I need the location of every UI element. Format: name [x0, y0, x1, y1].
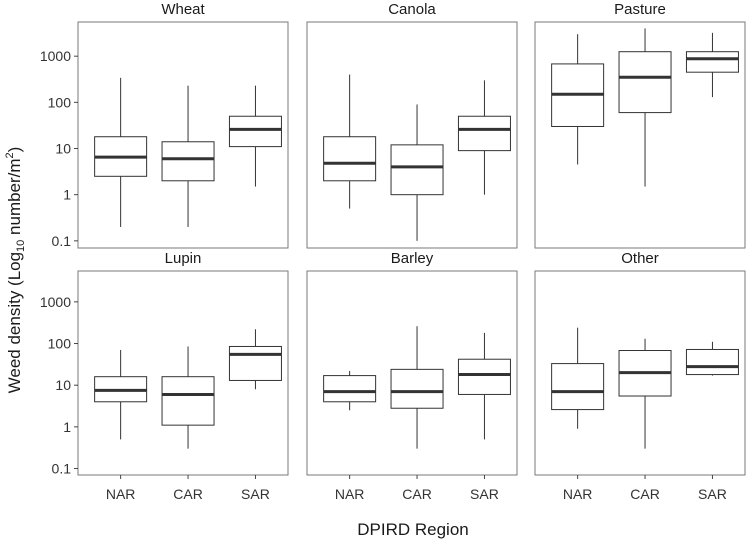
panel-title: Pasture — [614, 1, 666, 18]
panel-frame — [77, 270, 289, 476]
x-tick-label-nar: NAR — [563, 486, 593, 502]
y-tick-label: 10 — [55, 377, 71, 393]
box-nar — [551, 327, 605, 429]
y-axis-title-part-1: Weed density (Log — [5, 252, 24, 393]
x-tick-label-sar: SAR — [241, 486, 270, 502]
panel-pasture: Pasture — [534, 1, 746, 249]
box-car — [161, 346, 215, 449]
iqr-box — [457, 358, 511, 395]
y-axis-title-part-2: number/m — [5, 158, 24, 239]
box-nar — [94, 77, 148, 227]
x-axis-layer: NAR CAR SAR NAR CAR SAR NAR CAR SAR — [106, 475, 727, 502]
panel-frame — [306, 270, 518, 476]
x-tick-label-car: CAR — [630, 486, 660, 502]
iqr-box — [228, 345, 282, 381]
panel-frame — [77, 21, 289, 249]
box-sar — [685, 32, 739, 98]
box-nar — [323, 370, 377, 411]
y-tick-label: 10 — [55, 141, 71, 157]
y-tick-label: 0.1 — [52, 461, 72, 477]
y-axis-title-subscript: 10 — [15, 240, 27, 252]
y-tick-label: 1000 — [40, 48, 71, 64]
box-car — [618, 338, 672, 449]
x-tick-label-car: CAR — [402, 486, 432, 502]
box-car — [161, 85, 215, 227]
panel-frame — [306, 21, 518, 249]
panel-title: Barley — [391, 250, 434, 267]
x-tick-label-car: CAR — [173, 486, 203, 502]
iqr-box — [685, 348, 739, 376]
x-tick-label-sar: SAR — [470, 486, 499, 502]
iqr-box — [685, 51, 739, 73]
box-car — [390, 326, 444, 449]
iqr-box — [390, 368, 444, 409]
panel-frame — [534, 21, 746, 249]
box-nar — [323, 74, 377, 209]
panel-title: Wheat — [161, 1, 205, 18]
panel-barley: Barley — [306, 250, 518, 476]
box-sar — [457, 80, 511, 195]
box-sar — [457, 332, 511, 440]
iqr-box — [618, 51, 672, 114]
y-axis-layer: 0.1 1 10 100 1000 0.1 1 10 100 1000 — [40, 48, 78, 477]
box-car — [390, 104, 444, 241]
y-axis-title-part-3: ) — [5, 147, 24, 153]
iqr-box — [161, 376, 215, 426]
y-tick-label: 1 — [63, 419, 71, 435]
y-tick-label: 0.1 — [52, 233, 72, 249]
iqr-box — [551, 363, 605, 411]
iqr-box — [323, 136, 377, 182]
panel-title: Other — [621, 250, 659, 267]
panel-title: Lupin — [165, 250, 202, 267]
box-car — [618, 28, 672, 187]
panel-canola: Canola — [306, 1, 518, 249]
y-axis-title: Weed density (Log10 number/m2) — [4, 147, 27, 394]
iqr-box — [323, 375, 377, 403]
y-tick-label: 1 — [63, 187, 71, 203]
panel-frame — [534, 270, 746, 476]
box-nar — [94, 349, 148, 440]
y-tick-label: 100 — [48, 94, 72, 110]
x-tick-label-nar: NAR — [335, 486, 365, 502]
panels-layer: Wheat Canola Pasture Lupin Barley Other — [77, 1, 746, 476]
x-tick-label-nar: NAR — [106, 486, 136, 502]
box-sar — [685, 341, 739, 376]
x-tick-label-sar: SAR — [698, 486, 727, 502]
box-sar — [228, 329, 282, 390]
y-axis-title-superscript: 2 — [4, 152, 16, 158]
iqr-box — [228, 115, 282, 148]
panel-wheat: Wheat — [77, 1, 289, 249]
y-tick-label: 100 — [48, 336, 72, 352]
panel-lupin: Lupin — [77, 250, 289, 476]
iqr-box — [457, 115, 511, 152]
x-axis-title: DPIRD Region — [357, 520, 469, 539]
iqr-box — [390, 144, 444, 196]
y-tick-label: 1000 — [40, 294, 71, 310]
box-sar — [228, 85, 282, 187]
box-nar — [551, 34, 605, 165]
panel-other: Other — [534, 250, 746, 476]
iqr-box — [161, 141, 215, 182]
panel-title: Canola — [388, 1, 436, 18]
